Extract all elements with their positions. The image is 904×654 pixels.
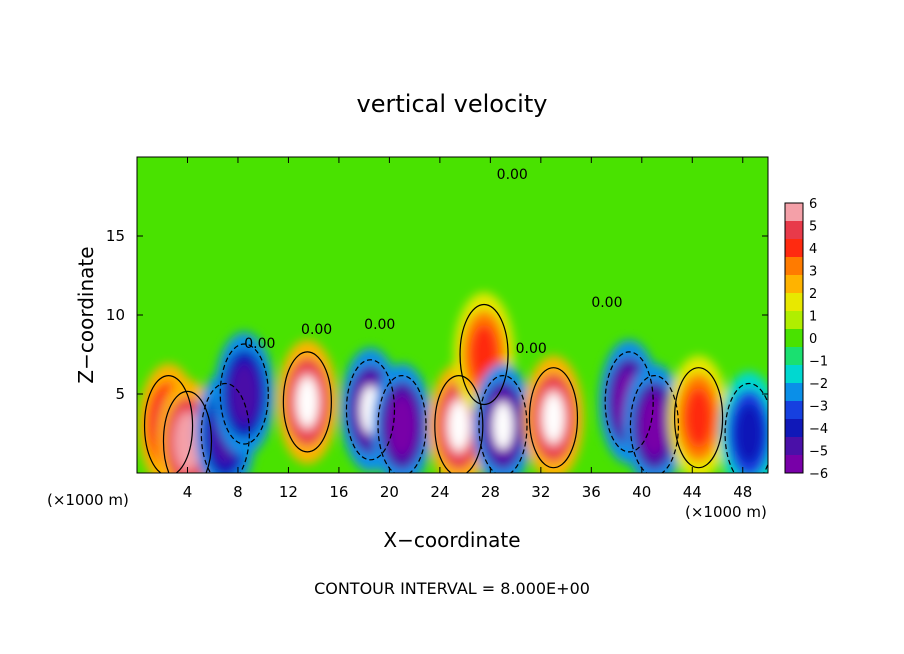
zero-contour [143,375,194,473]
colorbar-tick-label: 0 [809,332,817,347]
zero-contour [604,351,654,453]
contour-label: 0.00 [591,295,622,311]
colorbar-swatch [785,329,803,348]
contour-interval-footer: CONTOUR INTERVAL = 8.000E+00 [314,579,590,598]
colorbar: 6 5 4 3 2 1 0 −1 −2 −3 −4 −5 −6 [784,197,828,482]
contour-label: 0.00 [364,317,395,333]
colorbar-tick-label: 3 [809,265,817,280]
x-tick-label: 12 [279,483,298,501]
colorbar-swatch [785,311,803,330]
colorbar-tick-label: 2 [809,287,817,302]
x-axis-title: X−coordinate [383,528,520,552]
x-tick-label: 36 [582,483,601,501]
colorbar-swatch [785,257,803,276]
x-tick-label: 4 [183,483,193,501]
contour-label: 0.00 [497,167,528,183]
field-cell-core [173,411,202,472]
y-tick-label: 5 [115,385,125,403]
chart-title: vertical velocity [357,90,548,118]
zero-contour [528,367,579,469]
field-cell-saturated [448,401,469,450]
y-tick-label: 10 [106,306,125,324]
velocity-field [138,292,768,473]
colorbar-swatch [785,221,803,240]
field-cell-saturated [492,401,513,450]
x-tick-label: 16 [329,483,348,501]
colorbar-tick-label: 5 [809,220,817,235]
colorbar-tick-label: −3 [809,400,828,415]
zero-contour [459,303,509,406]
x-tick-label: 24 [430,483,449,501]
colorbar-tick-label: 1 [809,310,817,325]
colorbar-swatch [785,419,803,438]
x-tick-label: 28 [481,483,500,501]
zero-contour [377,375,427,473]
x-axis-ticks: 4 8 12 16 20 24 28 32 36 40 44 48 [183,157,752,501]
x-tick-label: 48 [733,483,752,501]
zero-contour [434,375,484,473]
field-cell-saturated [543,393,564,442]
contour-lines [143,303,768,473]
y-axis-ticks: 5 10 15 [106,227,768,403]
colorbar-swatch [785,437,803,456]
colorbar-swatch [785,365,803,384]
zero-contour [282,351,332,453]
contour-labels: 0.00 0.00 0.00 0.00 0.00 0.00 [244,167,622,357]
x-tick-label: 32 [531,483,550,501]
colorbar-swatch [785,239,803,258]
colorbar-swatch [785,275,803,294]
x-tick-label: 20 [380,483,399,501]
colorbar-swatch [785,293,803,312]
zero-contour [219,343,269,445]
colorbar-tick-label: −5 [809,445,828,460]
zero-contour [200,382,250,473]
y-tick-label: 15 [106,227,125,245]
colorbar-frame [784,202,804,474]
contour-label: 0.00 [244,336,275,352]
x-tick-label: 8 [233,483,243,501]
colorbar-tick-label: −6 [809,467,828,482]
zero-contour [724,382,768,473]
colorbar-tick-label: −2 [809,377,828,392]
colorbar-tick-label: −1 [809,355,828,370]
field-cell-saturated [297,377,318,426]
zero-contour [673,367,724,469]
colorbar-swatch [785,203,803,222]
contour-label: 0.00 [516,341,547,357]
colorbar-tick-label: 6 [809,197,817,212]
x-unit-right: (×1000 m) [685,503,767,521]
colorbar-swatch [785,455,803,474]
x-unit-left: (×1000 m) [47,491,129,509]
field-cell-core [735,403,764,464]
colorbar-tick-label: −4 [809,422,828,437]
x-tick-label: 44 [683,483,702,501]
plot-area: 0.000.000.000.000.000.00 4 8 12 16 20 24 28 32 3… [106,156,769,501]
zero-contour [629,375,680,473]
colorbar-swatch [785,383,803,402]
field-cell-core [230,364,259,424]
zero-contour [478,375,528,473]
field-cell-core [640,395,669,456]
colorbar-tick-label: 4 [809,242,817,257]
zero-contour [345,359,396,461]
zero-contour [162,390,213,473]
field-cell-core [684,387,713,448]
colorbar-swatch [785,401,803,420]
contour-label: 0.00 [301,322,332,338]
field-cell-core [388,395,417,456]
x-tick-label: 40 [632,483,651,501]
colorbar-swatch [785,347,803,366]
y-axis-title: Z−coordinate [74,246,98,383]
